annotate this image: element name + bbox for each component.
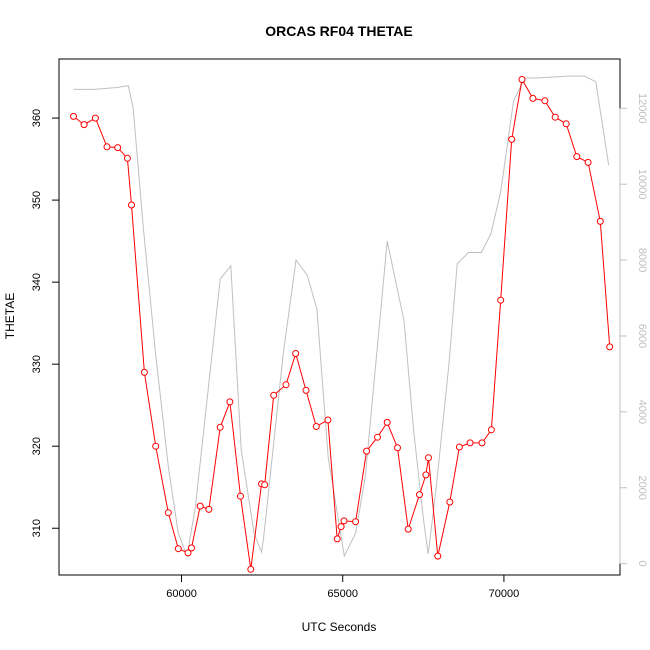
thetae-data-point <box>529 94 537 102</box>
thetae-data-point <box>551 113 559 121</box>
thetae-data-point <box>91 114 99 122</box>
thetae-data-point <box>333 535 341 543</box>
x-axis: 60000 65000 70000 <box>166 574 520 600</box>
y-tick-label: 320 <box>31 437 43 455</box>
thetae-data-point <box>352 518 360 526</box>
x-axis-label: UTC Seconds <box>302 620 377 634</box>
thetae-data-point <box>541 97 549 105</box>
thetae-data-point <box>128 201 135 209</box>
thetae-data-point <box>422 471 430 479</box>
thetae-data-point <box>466 439 474 447</box>
y2-tick-label: 10000 <box>636 169 648 200</box>
thetae-data-point <box>337 523 345 531</box>
thetae-data-point <box>374 433 381 441</box>
thetae-data-point <box>455 443 463 451</box>
y2-tick-label: 2000 <box>636 475 648 499</box>
thetae-data-point <box>226 398 234 406</box>
y-tick-label: 350 <box>31 191 43 209</box>
thetae-data-point <box>152 442 160 450</box>
series-layer <box>70 75 614 573</box>
thetae-data-point <box>340 517 348 525</box>
thetae-data-point <box>478 439 486 447</box>
secondary-series-line <box>73 75 610 558</box>
y-tick-label: 310 <box>31 519 43 537</box>
secondary-y-axis: 0 2000 4000 6000 8000 10000 12000 <box>619 93 648 567</box>
thetae-data-point <box>383 418 391 426</box>
thetae-data-point <box>164 509 172 517</box>
thetae-data-point <box>247 565 255 573</box>
thetae-data-point <box>80 121 88 129</box>
thetae-data-point <box>261 481 269 489</box>
thetae-data-point <box>292 350 300 357</box>
thetae-data-point <box>216 423 224 431</box>
y-tick-label: 340 <box>31 273 43 291</box>
thetae-data-point <box>312 423 320 430</box>
thetae-data-point <box>282 381 290 389</box>
thetae-data-point <box>123 154 131 162</box>
thetae-data-point <box>434 552 442 560</box>
thetae-data-point <box>270 391 278 399</box>
x-tick-label: 65000 <box>327 588 358 600</box>
thetae-data-point <box>446 498 454 506</box>
thetae-data-point <box>302 386 310 394</box>
thetae-data-point <box>70 112 77 120</box>
y-tick-label: 360 <box>31 109 43 127</box>
y2-tick-label: 6000 <box>636 324 648 348</box>
thetae-data-point <box>140 368 148 376</box>
thetae-series-line <box>73 78 611 570</box>
x-tick-label: 70000 <box>489 588 520 600</box>
thetae-data-point <box>562 120 570 128</box>
thetae-data-point <box>184 549 192 557</box>
y-axis-label: THETAE <box>3 293 17 339</box>
thetae-data-point <box>573 153 581 161</box>
thetae-data-point <box>324 416 332 424</box>
thetae-data-point <box>114 144 122 152</box>
thetae-data-point <box>518 76 526 83</box>
thetae-data-point <box>196 502 204 510</box>
y-tick-label: 330 <box>31 355 43 373</box>
thetae-data-point <box>487 426 495 434</box>
y2-tick-label: 8000 <box>636 248 648 272</box>
thetae-data-point <box>596 217 604 225</box>
thetae-data-point <box>188 544 195 552</box>
y2-tick-label: 12000 <box>636 93 648 124</box>
thetae-data-point <box>394 444 401 452</box>
thetae-data-point <box>174 545 182 553</box>
thetae-data-point <box>606 343 614 351</box>
x-tick-label: 60000 <box>166 588 197 600</box>
thetae-data-point <box>404 525 412 533</box>
chart-title: ORCAS RF04 THETAE <box>265 23 413 39</box>
thetae-data-point <box>363 447 371 455</box>
y2-tick-label: 4000 <box>636 400 648 424</box>
thetae-data-point <box>497 296 505 304</box>
thetae-data-point <box>103 143 111 151</box>
y-axis: 310 320 330 340 350 360 <box>31 109 60 537</box>
thetae-data-point <box>584 158 592 166</box>
y2-tick-label: 0 <box>636 561 648 567</box>
thetae-data-point <box>237 492 244 500</box>
thetae-data-point <box>416 491 423 499</box>
thetae-data-point <box>508 135 516 143</box>
thetae-data-point <box>205 505 213 513</box>
thetae-data-point <box>425 454 432 462</box>
